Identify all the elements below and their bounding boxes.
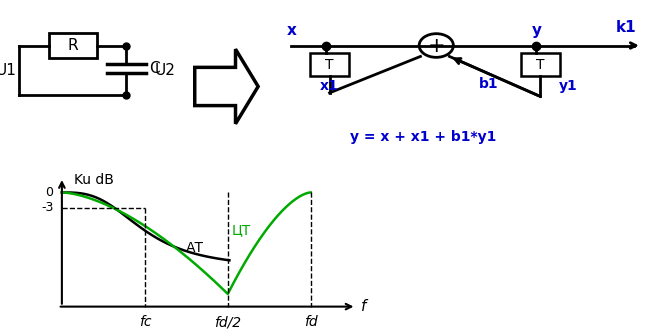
Bar <box>310 53 349 76</box>
Text: -3: -3 <box>41 201 54 214</box>
Text: f: f <box>360 299 366 314</box>
Text: АΤ: АΤ <box>186 241 204 255</box>
Text: +: + <box>428 35 445 56</box>
Text: y1: y1 <box>558 78 577 93</box>
Text: y: y <box>531 24 542 38</box>
Text: k1: k1 <box>615 20 636 35</box>
Text: Ku dB: Ku dB <box>74 173 115 187</box>
Text: U1: U1 <box>0 64 16 78</box>
Text: T: T <box>325 58 334 71</box>
Text: 0: 0 <box>45 186 54 199</box>
Polygon shape <box>195 49 258 124</box>
Circle shape <box>419 34 454 57</box>
Text: R: R <box>67 38 78 53</box>
Text: C: C <box>149 61 160 76</box>
Bar <box>521 53 560 76</box>
Text: x1: x1 <box>320 78 339 93</box>
Text: U2: U2 <box>155 64 175 78</box>
Text: x: x <box>287 24 296 38</box>
Text: fd/2: fd/2 <box>214 315 241 329</box>
Text: b1: b1 <box>479 77 499 91</box>
Text: fc: fc <box>138 315 151 329</box>
Text: ЦΤ: ЦΤ <box>232 223 251 237</box>
Text: T: T <box>536 58 545 71</box>
Bar <box>49 33 97 58</box>
Text: y = x + x1 + b1*y1: y = x + x1 + b1*y1 <box>350 129 496 144</box>
Text: fd: fd <box>304 315 318 329</box>
